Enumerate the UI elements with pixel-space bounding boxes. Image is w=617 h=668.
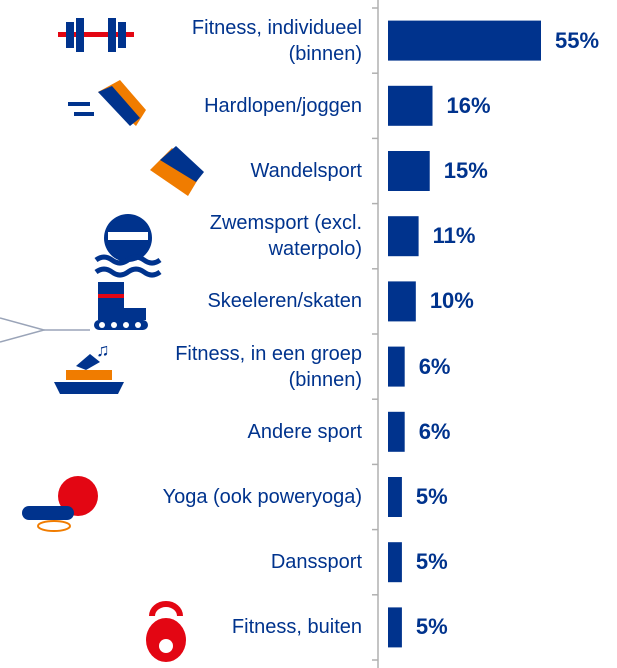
category-label: Wandelsport (250, 160, 362, 182)
icon-running-shoe (68, 80, 146, 126)
value-label: 55% (555, 27, 600, 53)
bar (388, 607, 402, 648)
category-label: Fitness, buiten (231, 616, 362, 639)
value-label: 16% (446, 92, 491, 118)
category-label: Hardlopen/joggen (204, 94, 362, 117)
callout (0, 317, 47, 343)
category-label: Skeeleren/skaten (207, 290, 362, 313)
icon-swimmer (94, 214, 162, 278)
value-label: 15% (443, 158, 488, 183)
value-label: 6% (418, 353, 451, 379)
bar (388, 20, 541, 61)
value-label: 5% (415, 614, 448, 640)
icon-skate (94, 282, 148, 330)
bar (388, 151, 430, 191)
icon-walking-shoe (150, 146, 204, 196)
value-label: 6% (418, 418, 451, 444)
bar (388, 346, 405, 387)
bar (388, 281, 416, 322)
category-label: Danssport (270, 551, 362, 574)
bar (388, 411, 405, 452)
bar (388, 216, 419, 257)
value-label: 5% (415, 549, 448, 575)
category-label: Fitness, in een groep (binnen) (175, 342, 362, 391)
value-label: 11% (432, 223, 476, 249)
category-label: Fitness, individueel (binnen) (191, 16, 362, 65)
category-label: Zwemsport (excl. waterpolo) (209, 212, 362, 261)
value-label: 10% (429, 288, 474, 314)
icon-kettlebell (146, 601, 186, 662)
icon-step: ♫ (54, 340, 124, 394)
bar (388, 477, 402, 517)
category-label: Yoga (ook poweryoga) (162, 486, 362, 508)
icon-dumbbell (58, 18, 134, 52)
icon-note: ♫ (96, 340, 110, 360)
category-label: Andere sport (247, 420, 362, 443)
bar (388, 542, 402, 583)
value-label: 5% (415, 484, 448, 509)
icon-yoga (22, 476, 98, 532)
bar (388, 85, 433, 126)
